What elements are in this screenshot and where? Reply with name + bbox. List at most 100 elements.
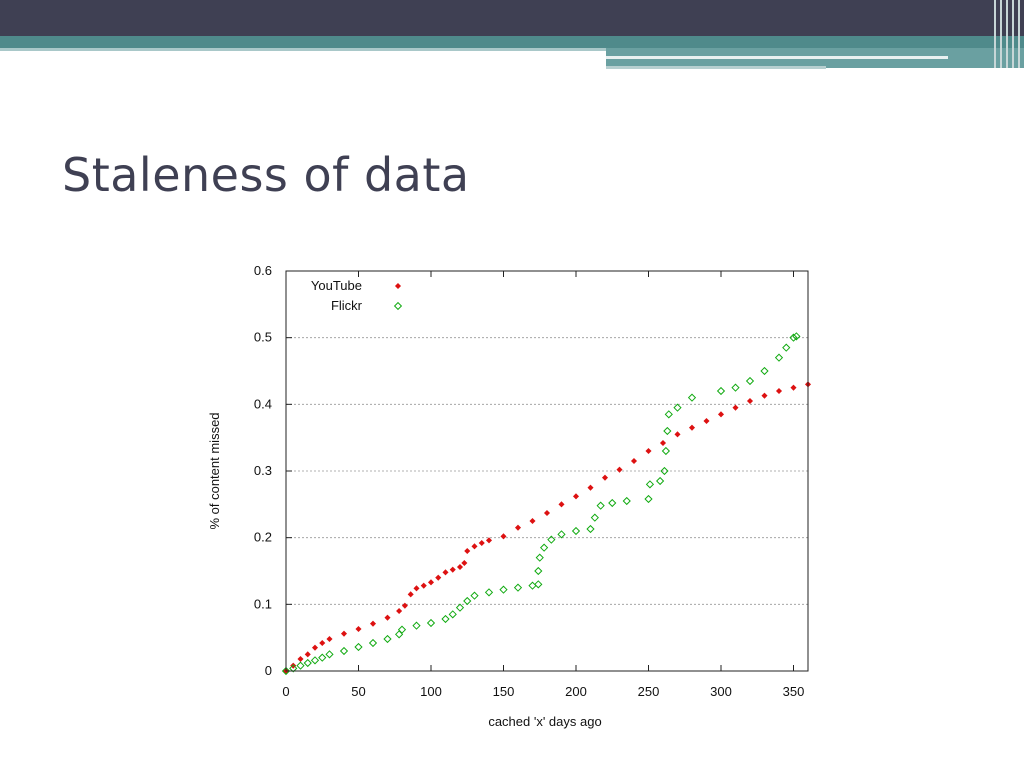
legend-marker-flickr <box>393 301 403 311</box>
grid-lines <box>286 337 808 605</box>
youtube-point <box>572 493 580 500</box>
flickr-point <box>571 526 581 536</box>
flickr-point <box>354 642 363 652</box>
flickr-point <box>557 530 566 539</box>
youtube-point <box>449 566 456 573</box>
header-band <box>0 0 1024 36</box>
flickr-point <box>716 386 726 396</box>
header-thin-line <box>0 48 606 51</box>
youtube-point <box>471 543 478 550</box>
youtube-point <box>630 457 638 465</box>
youtube-point <box>717 411 725 418</box>
flickr-point <box>789 333 798 342</box>
youtube-point <box>645 447 652 455</box>
flickr-point <box>470 591 479 600</box>
youtube-point <box>413 585 420 592</box>
youtube-point <box>543 509 551 517</box>
youtube-point <box>396 607 403 615</box>
flickr-point <box>539 543 549 552</box>
flickr-point <box>463 596 472 606</box>
youtube-point <box>435 574 442 581</box>
flickr-point <box>296 661 305 670</box>
flickr-point <box>534 566 543 576</box>
header-right-line <box>606 56 948 59</box>
youtube-point <box>601 474 609 481</box>
legend-marker-youtube <box>394 282 402 290</box>
youtube-point <box>369 620 377 627</box>
x-tick-label: 50 <box>351 684 365 699</box>
youtube-point <box>340 630 348 637</box>
flickr-point <box>318 653 327 662</box>
x-axis-label: cached 'x' days ago <box>488 714 601 729</box>
flickr-point <box>499 585 508 594</box>
youtube-point <box>790 384 797 391</box>
youtube-point <box>401 602 408 609</box>
x-tick-label: 100 <box>420 684 442 699</box>
header-edge-stripes <box>990 0 1024 68</box>
x-tick-label: 300 <box>710 684 732 699</box>
header-teal-band <box>0 36 1024 48</box>
flickr-point <box>513 583 523 592</box>
flickr-point <box>663 426 672 436</box>
flickr-point <box>383 634 392 644</box>
flickr-point <box>310 656 320 665</box>
flickr-point <box>289 664 298 673</box>
youtube-point <box>688 424 696 431</box>
slide-title: Staleness of data <box>62 148 470 202</box>
youtube-point <box>529 517 536 525</box>
y-tick-label: 0.5 <box>254 330 272 345</box>
youtube-point <box>659 439 667 447</box>
youtube-point <box>290 662 297 669</box>
flickr-point <box>426 618 436 628</box>
flickr-point <box>760 366 769 376</box>
youtube-point <box>500 533 507 540</box>
flickr-point <box>547 535 556 544</box>
x-tick-label: 0 <box>282 684 289 699</box>
youtube-point <box>746 397 754 405</box>
legend-label-flickr: Flickr <box>331 298 363 313</box>
youtube-point <box>485 537 493 544</box>
series-flickr <box>281 332 801 676</box>
legend-markers <box>393 282 403 311</box>
y-tick-label: 0.6 <box>254 263 272 278</box>
youtube-point <box>558 501 565 508</box>
x-tick-label: 150 <box>493 684 515 699</box>
axis-ticks: 0 0.1 0.2 0.3 0.4 0.5 0.6 0 50 100 150 200 250 300 350 <box>254 263 804 699</box>
flickr-point <box>745 376 755 386</box>
youtube-point <box>587 484 594 491</box>
flickr-point <box>590 513 599 522</box>
flickr-point <box>535 553 544 562</box>
flickr-point <box>448 610 457 619</box>
youtube-point <box>326 635 333 643</box>
youtube-point <box>464 547 471 555</box>
flickr-point <box>596 501 605 510</box>
youtube-point <box>478 539 485 547</box>
flickr-point <box>687 393 697 402</box>
x-tick-label: 200 <box>565 684 587 699</box>
x-tick-label: 250 <box>638 684 660 699</box>
flickr-point <box>534 580 543 589</box>
series-youtube <box>282 381 812 675</box>
youtube-point <box>427 579 435 586</box>
flickr-point <box>660 466 669 476</box>
youtube-point <box>407 591 414 598</box>
y-tick-label: 0 <box>265 663 272 678</box>
flickr-point <box>792 332 801 341</box>
youtube-point <box>674 431 681 438</box>
flickr-point <box>368 638 378 648</box>
flickr-point <box>664 410 673 419</box>
flickr-point <box>644 494 653 504</box>
flickr-point <box>731 383 740 392</box>
youtube-point <box>311 644 319 651</box>
youtube-point <box>456 563 464 571</box>
youtube-point <box>775 387 783 395</box>
youtube-point <box>304 651 311 658</box>
youtube-point <box>514 524 522 531</box>
flickr-point <box>397 625 407 634</box>
flickr-point <box>394 630 404 639</box>
flickr-point <box>484 588 494 597</box>
flickr-point <box>325 650 334 659</box>
flickr-point <box>622 496 631 506</box>
youtube-point <box>442 569 449 576</box>
